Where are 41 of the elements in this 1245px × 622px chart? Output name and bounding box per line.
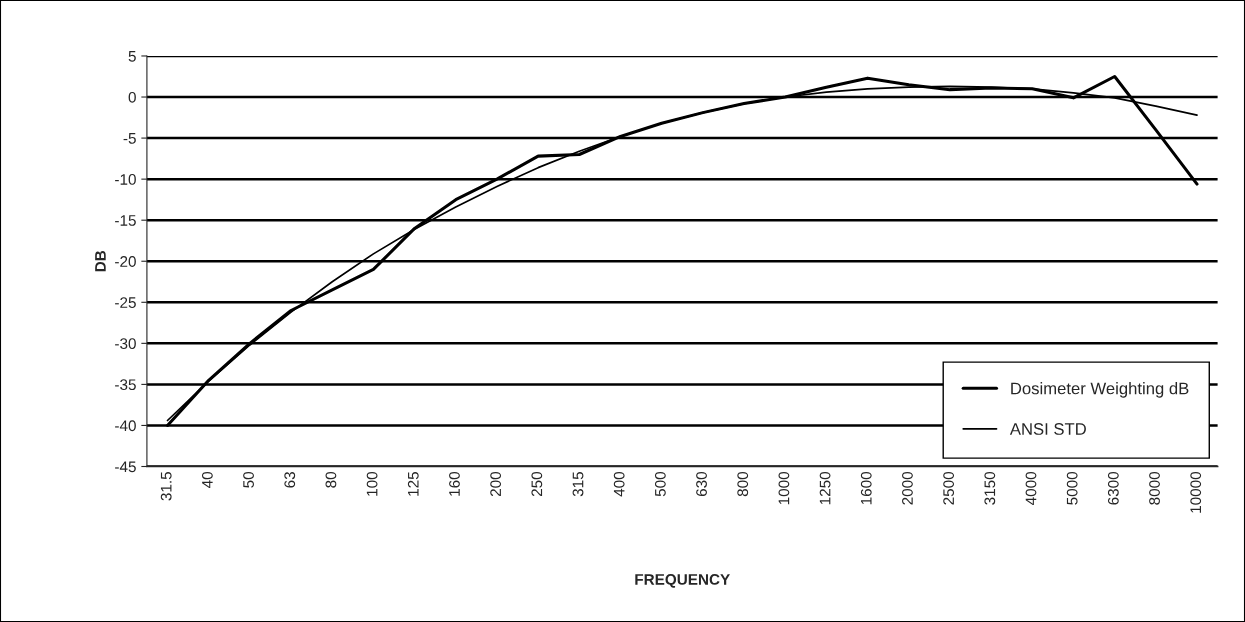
x-tick-label: 160 xyxy=(449,471,460,496)
y-tick-label: -35 xyxy=(115,379,136,391)
x-tick-label: 5000 xyxy=(1066,471,1078,505)
x-tick-label: 630 xyxy=(696,471,707,497)
x-tick-label: 8000 xyxy=(1149,471,1160,505)
y-tick-label: -40 xyxy=(115,420,136,432)
x-tick-label: 31.5 xyxy=(160,472,172,501)
x-tick-label: 200 xyxy=(490,471,502,497)
y-tick-label: -10 xyxy=(115,174,136,185)
x-tick-label: 100 xyxy=(366,471,378,496)
y-tick-label: -5 xyxy=(123,133,136,144)
y-tick-label: 0 xyxy=(128,91,136,103)
x-tick-label: 500 xyxy=(654,471,666,497)
y-tick-label: -25 xyxy=(115,297,136,308)
y-tick-label: 5 xyxy=(128,51,136,62)
x-tick-label: 6300 xyxy=(1107,471,1119,505)
x-tick-label: 250 xyxy=(531,471,543,497)
x-tick-label: 1250 xyxy=(819,471,831,505)
x-tick-label: 1000 xyxy=(778,471,790,505)
x-tick-label: 1600 xyxy=(860,471,872,505)
x-tick-label: 800 xyxy=(737,471,749,497)
x-tick-label: 2000 xyxy=(902,471,913,505)
legend-label: Dosimeter Weighting dB xyxy=(1011,382,1189,398)
x-tick-label: 4000 xyxy=(1025,471,1037,505)
y-tick-label: -45 xyxy=(115,461,136,473)
y-axis-title: DB xyxy=(95,250,106,272)
y-tick-label: -20 xyxy=(115,256,136,267)
x-tick-label: 125 xyxy=(407,472,419,496)
x-axis-title: FREQUENCY xyxy=(635,574,730,588)
y-tick-label: -15 xyxy=(115,215,136,226)
x-tick-label: 10000 xyxy=(1190,471,1202,513)
x-tick-label: 50 xyxy=(243,471,254,488)
x-tick-label: 3150 xyxy=(984,471,996,505)
x-tick-label: 400 xyxy=(613,471,625,497)
x-tick-label: 80 xyxy=(325,471,337,488)
x-tick-label: 63 xyxy=(284,472,296,488)
x-tick-label: 40 xyxy=(201,471,213,488)
x-tick-label: 2500 xyxy=(943,471,955,505)
legend-label: ANSI STD xyxy=(1009,423,1086,435)
y-tick-label: -30 xyxy=(115,338,136,350)
x-tick-label: 315 xyxy=(572,472,584,497)
